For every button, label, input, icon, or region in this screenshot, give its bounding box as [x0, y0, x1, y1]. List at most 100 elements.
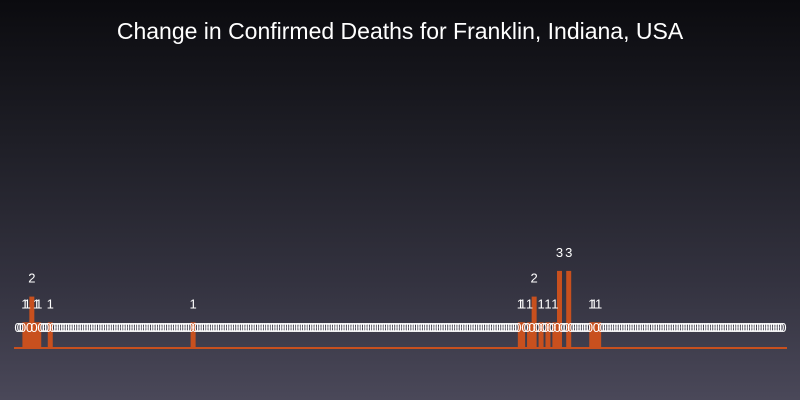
- bars-group: [22, 270, 602, 348]
- data-label: 1: [517, 296, 524, 311]
- data-label: 0: [328, 320, 335, 335]
- data-label: 0: [399, 320, 406, 335]
- data-label: 0: [243, 320, 250, 335]
- data-label: 0: [58, 320, 65, 335]
- data-label: 0: [420, 320, 427, 335]
- data-label: 0: [353, 320, 360, 335]
- data-label: 0: [146, 320, 153, 335]
- data-label: 0: [289, 320, 296, 335]
- data-label: 0: [321, 320, 328, 335]
- data-label: 0: [261, 320, 268, 335]
- data-label: 0: [489, 320, 496, 335]
- data-label: 0: [259, 320, 266, 335]
- data-label: 0: [65, 320, 72, 335]
- bar: [591, 322, 597, 348]
- data-label: 0: [620, 320, 627, 335]
- data-label: 0: [395, 320, 402, 335]
- data-label: 0: [351, 320, 358, 335]
- data-label: 0: [362, 320, 369, 335]
- data-label: 0: [484, 320, 491, 335]
- data-label: 0: [319, 320, 326, 335]
- data-label: 0: [360, 320, 367, 335]
- data-label: 0: [749, 320, 756, 335]
- data-label: 0: [436, 320, 443, 335]
- data-label: 0: [196, 320, 203, 335]
- data-label: 0: [579, 320, 586, 335]
- data-label: 0: [374, 320, 381, 335]
- data-label: 0: [111, 320, 118, 335]
- bar: [552, 322, 558, 348]
- data-label: 0: [54, 320, 61, 335]
- data-label: 0: [358, 320, 365, 335]
- data-label: 0: [528, 320, 535, 335]
- data-label: 0: [521, 320, 528, 335]
- data-label: 0: [717, 320, 724, 335]
- data-label: 3: [556, 245, 563, 260]
- data-label: 0: [51, 320, 58, 335]
- data-label: 0: [554, 320, 561, 335]
- data-label: 0: [703, 320, 710, 335]
- data-label: 0: [162, 320, 169, 335]
- data-label: 0: [457, 320, 464, 335]
- data-label: 0: [625, 320, 632, 335]
- data-labels-group: 0001102011000010000000000000000000000000…: [14, 245, 786, 335]
- data-label: 0: [763, 320, 770, 335]
- data-label: 0: [56, 320, 63, 335]
- data-label: 0: [454, 320, 461, 335]
- data-label: 0: [452, 320, 459, 335]
- data-label: 0: [406, 320, 413, 335]
- data-label: 0: [284, 320, 291, 335]
- data-label: 0: [388, 320, 395, 335]
- data-label: 0: [756, 320, 763, 335]
- data-label: 0: [249, 320, 256, 335]
- data-label: 0: [116, 320, 123, 335]
- data-label: 0: [192, 320, 199, 335]
- data-label: 0: [26, 320, 33, 335]
- data-label: 0: [482, 320, 489, 335]
- data-label: 0: [291, 320, 298, 335]
- data-label: 0: [107, 320, 114, 335]
- data-label: 0: [473, 320, 480, 335]
- data-label: 1: [519, 296, 526, 311]
- data-label: 0: [155, 320, 162, 335]
- data-label: 0: [411, 320, 418, 335]
- data-label: 0: [67, 320, 74, 335]
- data-label: 2: [531, 271, 538, 286]
- data-label: 0: [676, 320, 683, 335]
- data-label: 0: [77, 320, 84, 335]
- data-label: 0: [44, 320, 51, 335]
- data-label: 1: [47, 296, 54, 311]
- bar: [596, 322, 602, 348]
- data-label: 0: [70, 320, 77, 335]
- data-label: 0: [429, 320, 436, 335]
- data-label: 0: [731, 320, 738, 335]
- data-label: 0: [766, 320, 773, 335]
- data-label: 0: [503, 320, 510, 335]
- data-label: 0: [208, 320, 215, 335]
- data-label: 0: [130, 320, 137, 335]
- bar: [47, 322, 53, 348]
- data-label: 0: [719, 320, 726, 335]
- data-label: 0: [240, 320, 247, 335]
- data-label: 0: [307, 320, 314, 335]
- data-label: 0: [245, 320, 252, 335]
- data-label: 0: [722, 320, 729, 335]
- data-label: 0: [563, 320, 570, 335]
- data-label: 0: [694, 320, 701, 335]
- data-label: 1: [33, 296, 40, 311]
- data-label: 0: [496, 320, 503, 335]
- data-label: 0: [524, 320, 531, 335]
- data-label: 0: [139, 320, 146, 335]
- data-label: 0: [100, 320, 107, 335]
- data-label: 0: [254, 320, 261, 335]
- data-label: 0: [390, 320, 397, 335]
- data-label: 1: [35, 296, 42, 311]
- data-label: 0: [150, 320, 157, 335]
- data-label: 0: [132, 320, 139, 335]
- data-label: 0: [623, 320, 630, 335]
- data-label: 0: [480, 320, 487, 335]
- data-label: 0: [560, 320, 567, 335]
- data-label: 0: [434, 320, 441, 335]
- data-label: 0: [673, 320, 680, 335]
- data-label: 0: [90, 320, 97, 335]
